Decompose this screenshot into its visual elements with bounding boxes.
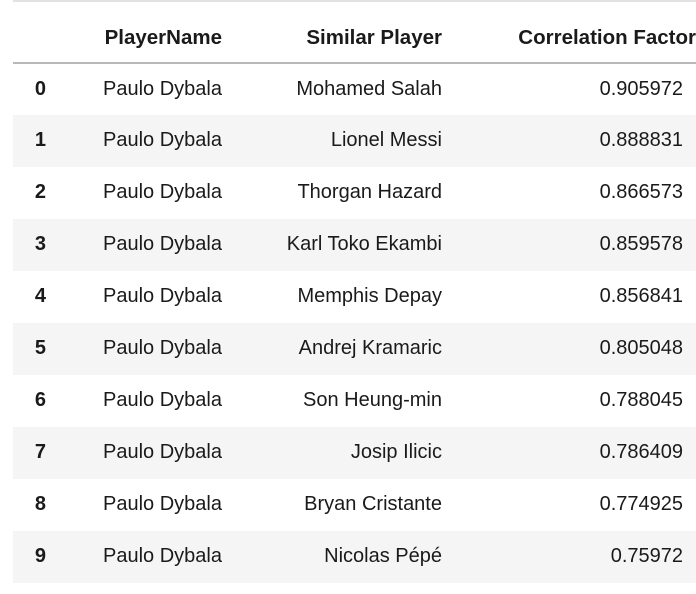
cell-player-name: Paulo Dybala	[103, 389, 222, 411]
cell-correlation-factor: 0.75972	[442, 530, 696, 583]
cell-similar-player: Lionel Messi	[222, 114, 442, 167]
cell-similar-player: Thorgan Hazard	[297, 181, 442, 203]
cell-similar-player: Karl Toko Ekambi	[222, 218, 442, 271]
cell-correlation-factor: 0.905972	[599, 77, 683, 100]
table-row: 7 Paulo Dybala Josip Ilicic 0.786409	[13, 426, 696, 479]
table-row: 5 Paulo Dybala Andrej Kramaric 0.805048	[13, 322, 696, 375]
table-header-row: PlayerName Similar Player Correlation Fa…	[13, 6, 696, 64]
table-row: 2 Paulo Dybala Thorgan Hazard 0.866573	[13, 167, 696, 219]
cell-correlation-factor: 0.786409	[442, 426, 696, 479]
column-header-player-name[interactable]: PlayerName	[46, 6, 222, 64]
cell-similar-player: Josip Ilicic	[222, 426, 442, 479]
table-row: 1 Paulo Dybala Lionel Messi 0.888831	[13, 114, 696, 167]
top-rule-cell	[13, 0, 696, 6]
cell-correlation-factor: 0.866573	[599, 181, 683, 203]
table-row: 4 Paulo Dybala Memphis Depay 0.856841	[13, 271, 696, 323]
table-row: 8 Paulo Dybala Bryan Cristante 0.774925	[13, 479, 696, 531]
cell-correlation-factor: 0.788045	[599, 389, 683, 411]
cell-player-name: Paulo Dybala	[103, 285, 222, 307]
row-index: 3	[13, 218, 46, 271]
table-header: PlayerName Similar Player Correlation Fa…	[13, 0, 696, 64]
cell-player-name: Paulo Dybala	[46, 322, 222, 375]
row-index: 0	[34, 77, 46, 100]
cell-player-name: Paulo Dybala	[46, 218, 222, 271]
column-header-similar-player[interactable]: Similar Player	[222, 6, 442, 64]
column-header-index	[13, 6, 46, 64]
table-row: 0 Paulo Dybala Mohamed Salah 0.905972	[13, 63, 696, 115]
cell-correlation-factor: 0.859578	[442, 218, 696, 271]
cell-correlation-factor: 0.856841	[599, 285, 683, 307]
dataframe-table: PlayerName Similar Player Correlation Fa…	[13, 0, 696, 583]
cell-correlation-factor: 0.774925	[599, 493, 683, 515]
cell-similar-player: Andrej Kramaric	[222, 322, 442, 375]
cell-correlation-factor: 0.888831	[442, 114, 696, 167]
column-header-correlation-factor[interactable]: Correlation Factor	[442, 6, 696, 64]
cell-player-name: Paulo Dybala	[46, 114, 222, 167]
cell-player-name: Paulo Dybala	[103, 181, 222, 203]
cell-similar-player: Son Heung-min	[303, 389, 442, 411]
table-body: 0 Paulo Dybala Mohamed Salah 0.905972 1 …	[13, 63, 696, 583]
cell-player-name: Paulo Dybala	[46, 530, 222, 583]
row-index: 6	[34, 389, 46, 411]
cell-similar-player: Memphis Depay	[297, 285, 442, 307]
cell-similar-player: Mohamed Salah	[296, 77, 442, 100]
table-row: 3 Paulo Dybala Karl Toko Ekambi 0.859578	[13, 218, 696, 271]
cell-player-name: Paulo Dybala	[103, 77, 222, 100]
cell-similar-player: Bryan Cristante	[304, 493, 442, 515]
cell-correlation-factor: 0.805048	[442, 322, 696, 375]
cell-player-name: Paulo Dybala	[46, 426, 222, 479]
row-index: 1	[13, 114, 46, 167]
cell-similar-player: Nicolas Pépé	[222, 530, 442, 583]
cell-player-name: Paulo Dybala	[103, 493, 222, 515]
row-index: 8	[34, 493, 46, 515]
row-index: 4	[34, 285, 46, 307]
row-index: 2	[34, 181, 46, 203]
row-index: 7	[13, 426, 46, 479]
table-row: 9 Paulo Dybala Nicolas Pépé 0.75972	[13, 530, 696, 583]
table-row: 6 Paulo Dybala Son Heung-min 0.788045	[13, 375, 696, 427]
row-index: 5	[13, 322, 46, 375]
row-index: 9	[13, 530, 46, 583]
table-top-rule	[13, 0, 696, 6]
